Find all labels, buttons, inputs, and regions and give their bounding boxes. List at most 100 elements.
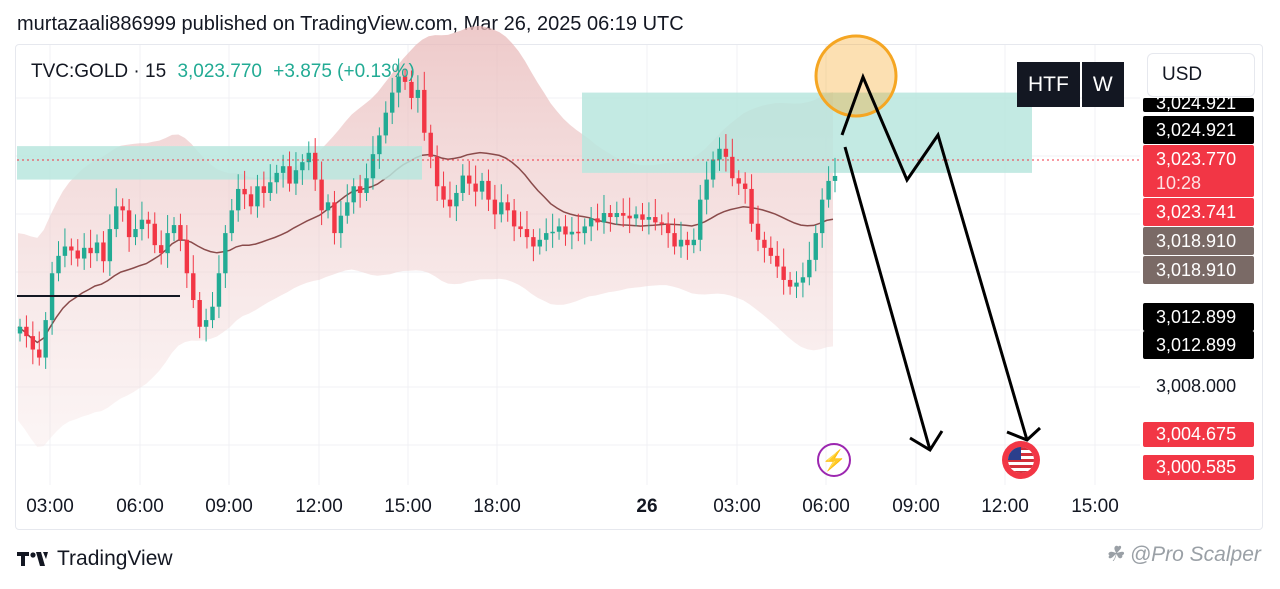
time-axis-label: 09:00 — [205, 496, 253, 517]
candle-body — [422, 89, 427, 133]
us-flag-event-icon[interactable] — [1002, 441, 1040, 479]
weekly-button[interactable]: W — [1081, 62, 1124, 107]
time-axis-label: 26 — [636, 496, 658, 517]
candle-body — [178, 225, 183, 240]
candle-body — [678, 239, 684, 247]
currency-button[interactable]: USD — [1147, 53, 1255, 97]
candle-body — [428, 132, 433, 157]
candle-body — [665, 223, 671, 234]
candle-body — [300, 162, 305, 171]
tradingview-logo[interactable]: TradingView — [17, 547, 173, 571]
candle-body — [608, 213, 613, 218]
candle-body — [479, 180, 485, 192]
candle-body — [235, 188, 241, 211]
candle-body — [171, 225, 177, 234]
candle-body — [742, 183, 748, 189]
candle-body — [781, 266, 786, 280]
candle-body — [633, 214, 639, 219]
candle-body — [819, 199, 825, 234]
candle-body — [293, 170, 299, 184]
candle-body — [69, 246, 74, 251]
candle-body — [621, 213, 626, 216]
candle-body — [736, 178, 741, 184]
candle-body — [158, 245, 164, 254]
candle-body — [794, 282, 799, 287]
annotations — [17, 34, 1140, 453]
candle-body — [415, 89, 421, 98]
candle-body — [537, 239, 543, 247]
symbol-name: TVC:GOLD · 15 — [31, 61, 167, 82]
candle-body — [268, 182, 273, 193]
candle-body — [402, 76, 408, 82]
candle-body — [492, 199, 498, 215]
price-label-partial: 3,024.921 — [1143, 98, 1254, 112]
chart-frame — [15, 44, 1263, 530]
arrowhead-left — [909, 430, 944, 453]
watermark: ☘ @Pro Scalper — [1105, 542, 1261, 567]
candle-body — [832, 175, 838, 181]
supply-zone-right — [582, 92, 1032, 173]
candle-body — [107, 229, 113, 262]
candle-body — [749, 188, 754, 224]
candle-body — [338, 215, 344, 234]
candle-body — [184, 239, 190, 274]
candle-body — [325, 202, 331, 211]
candle-body — [723, 148, 729, 157]
htf-toolbar: HTF W — [1017, 62, 1124, 107]
candle-body — [511, 210, 517, 227]
candle-body — [248, 194, 254, 207]
candle-body — [569, 231, 575, 235]
time-axis-label: 03:00 — [26, 496, 74, 517]
volatility-band — [17, 25, 834, 448]
arrowhead-right — [1006, 426, 1042, 442]
candle-body — [524, 229, 530, 238]
candle-body — [88, 247, 93, 254]
candle-body — [390, 92, 395, 113]
moving-average-line — [17, 151, 834, 344]
candle-body — [717, 148, 722, 160]
symbol-legend: TVC:GOLD · 15 3,023.770 +3.875 (+0.13%) — [31, 61, 415, 83]
candle-body — [505, 202, 510, 211]
candle-body — [24, 326, 29, 337]
candle-body — [377, 135, 382, 155]
candle-body — [762, 239, 767, 248]
time-axis-label: 09:00 — [892, 496, 940, 517]
band-fill — [18, 25, 833, 448]
candle-body — [255, 186, 260, 207]
candle-body — [345, 202, 350, 216]
candle-body — [646, 217, 652, 220]
projection-path-zigzag — [840, 72, 1029, 441]
candle-body — [800, 277, 806, 283]
candle-body — [730, 156, 735, 179]
candles — [17, 58, 838, 369]
time-axis-label: 12:00 — [981, 496, 1029, 517]
candle-body — [698, 199, 703, 240]
candle-body — [146, 219, 151, 224]
supply-zone-left — [17, 146, 422, 180]
price-label-3: 3,023.741 — [1143, 198, 1254, 226]
candle-body — [531, 237, 536, 247]
price-label-7: 3,012.899 — [1143, 331, 1254, 359]
candle-body — [197, 300, 202, 327]
publication-header: murtazaali886999 published on TradingVie… — [17, 13, 684, 35]
time-axis-label: 06:00 — [116, 496, 164, 517]
candle-body — [17, 326, 23, 334]
candle-body — [203, 320, 209, 327]
candle-body — [332, 202, 337, 234]
candle-body — [30, 336, 36, 350]
watermark-text: @Pro Scalper — [1129, 542, 1261, 566]
candle-body — [94, 242, 100, 254]
candle-body — [242, 188, 247, 195]
candle-body — [691, 239, 697, 246]
candle-body — [653, 217, 658, 223]
lightning-event-icon[interactable]: ⚡ — [817, 443, 851, 477]
time-axis-label: 12:00 — [295, 496, 343, 517]
bar-countdown: 10:28 — [1156, 173, 1202, 193]
candle-body — [126, 210, 132, 238]
htf-button[interactable]: HTF — [1017, 62, 1080, 107]
candle-body — [287, 166, 292, 184]
candle-body — [114, 206, 119, 230]
candle-body — [229, 210, 234, 234]
candle-body — [280, 166, 286, 173]
